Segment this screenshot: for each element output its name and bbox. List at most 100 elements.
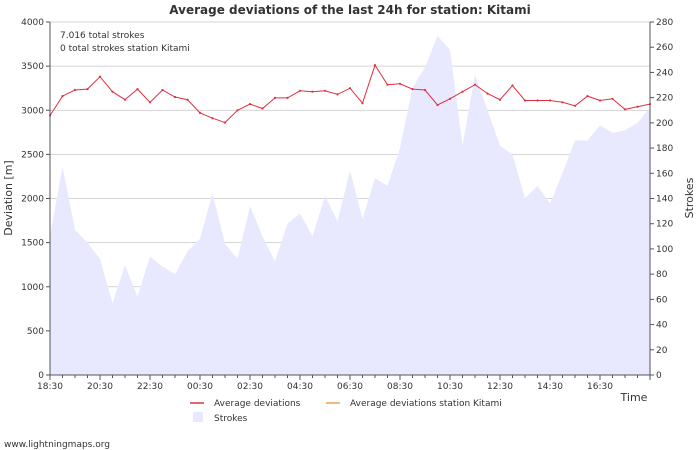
- deviation-point: [248, 103, 252, 106]
- right-tick-label: 160: [656, 169, 673, 179]
- deviation-point: [473, 83, 477, 86]
- deviation-point: [348, 87, 352, 90]
- right-tick-label: 180: [656, 144, 673, 154]
- left-tick-label: 2000: [21, 195, 44, 205]
- deviation-point: [386, 83, 389, 86]
- deviation-point: [98, 75, 102, 78]
- deviation-point: [611, 97, 614, 100]
- x-tick-label: 10:30: [437, 382, 463, 392]
- deviation-point: [423, 88, 427, 92]
- x-tick-label: 14:30: [537, 382, 563, 392]
- left-tick-label: 0: [38, 371, 44, 381]
- deviation-point: [173, 95, 177, 99]
- deviation-point: [86, 88, 89, 91]
- legend: Average deviations Average deviations st…: [190, 399, 502, 424]
- deviation-point: [323, 89, 327, 92]
- deviation-point: [511, 84, 514, 87]
- deviation-point: [498, 98, 502, 101]
- right-tick-label: 240: [656, 68, 673, 78]
- average-deviations-line: [49, 64, 651, 124]
- x-tick-label: 06:30: [337, 382, 363, 392]
- x-axis-ticks: 18:30 20:30 22:30 00:30 02:30 04:30 06:30 08:30…: [37, 375, 651, 392]
- deviation-point: [548, 99, 552, 102]
- deviation-point: [373, 64, 377, 67]
- right-axis-label: Strokes: [683, 177, 696, 218]
- deviation-point: [361, 102, 364, 105]
- x-tick-label: 18:30: [37, 382, 63, 392]
- x-tick-label: 02:30: [237, 382, 263, 392]
- right-tick-label: 0: [656, 371, 662, 381]
- deviation-point: [411, 88, 414, 91]
- deviation-point: [61, 95, 64, 98]
- right-tick-label: 200: [656, 119, 673, 129]
- x-axis-label: Time: [620, 391, 648, 404]
- right-tick-label: 20: [656, 346, 668, 356]
- x-tick-label: 04:30: [287, 382, 313, 392]
- deviation-point: [148, 101, 152, 104]
- deviation-point: [198, 111, 202, 114]
- right-tick-label: 140: [656, 195, 673, 205]
- deviation-point: [111, 90, 114, 93]
- left-tick-label: 4000: [21, 18, 44, 28]
- average-deviations-points: [48, 64, 652, 124]
- right-axis-ticks: 0 20 40 60 80 100 120 140 160 180 200 220 240 260 280: [650, 18, 673, 381]
- deviation-point: [286, 96, 289, 99]
- legend-label-strokes: Strokes: [214, 414, 248, 424]
- deviation-point: [211, 117, 214, 120]
- left-tick-label: 2500: [21, 150, 44, 160]
- deviation-point: [448, 97, 452, 100]
- right-tick-label: 120: [656, 220, 673, 230]
- deviation-point: [486, 92, 489, 95]
- info-station-strokes: 0 total strokes station Kitami: [60, 44, 190, 54]
- deviation-point: [161, 88, 164, 92]
- strokes-area: [50, 35, 650, 376]
- deviation-point: [186, 98, 189, 101]
- left-tick-label: 3000: [21, 106, 44, 116]
- left-tick-label: 3500: [21, 62, 44, 72]
- deviation-point: [236, 109, 239, 112]
- x-tick-label: 20:30: [87, 382, 113, 392]
- deviation-point: [298, 89, 302, 92]
- deviation-point: [523, 99, 527, 102]
- deviation-point: [136, 88, 139, 91]
- x-tick-label: 08:30: [387, 382, 413, 392]
- deviation-point: [73, 88, 77, 92]
- right-tick-label: 60: [656, 295, 668, 305]
- x-tick-label: 16:30: [587, 382, 613, 392]
- deviation-point: [436, 103, 439, 107]
- right-tick-label: 220: [656, 94, 673, 104]
- x-tick-label: 22:30: [137, 382, 163, 392]
- deviation-point: [561, 101, 564, 104]
- deviation-point: [461, 90, 464, 93]
- left-axis-label: Deviation [m]: [2, 160, 15, 235]
- footer-credit: www.lightningmaps.org: [4, 440, 110, 450]
- deviation-point: [311, 90, 314, 93]
- right-tick-label: 260: [656, 43, 673, 53]
- chart-title: Average deviations of the last 24h for s…: [169, 3, 530, 17]
- deviation-point: [586, 95, 589, 98]
- deviation-point: [223, 121, 227, 124]
- deviation-point: [261, 107, 264, 110]
- right-tick-label: 100: [656, 245, 673, 255]
- left-axis-ticks: 0 500 1000 1500 2000 2500 3000 3500 4000: [21, 18, 50, 381]
- x-tick-label: 00:30: [187, 382, 213, 392]
- left-tick-label: 1500: [21, 239, 44, 249]
- right-tick-label: 80: [656, 270, 668, 280]
- deviation-point: [123, 98, 127, 101]
- deviation-point: [536, 99, 539, 102]
- deviation-point: [573, 104, 577, 107]
- deviation-point: [636, 105, 639, 108]
- deviation-point: [598, 99, 602, 102]
- info-total-strokes: 7.016 total strokes: [60, 31, 145, 41]
- left-tick-label: 1000: [21, 283, 44, 293]
- legend-label-average-deviations: Average deviations: [214, 399, 301, 409]
- left-tick-label: 500: [27, 327, 44, 337]
- right-tick-label: 280: [656, 18, 673, 28]
- deviation-point: [273, 96, 277, 99]
- x-tick-label: 12:30: [487, 382, 513, 392]
- deviation-point: [623, 108, 627, 111]
- deviation-point: [398, 82, 402, 85]
- right-tick-label: 40: [656, 321, 668, 331]
- legend-swatch-strokes: [193, 412, 203, 422]
